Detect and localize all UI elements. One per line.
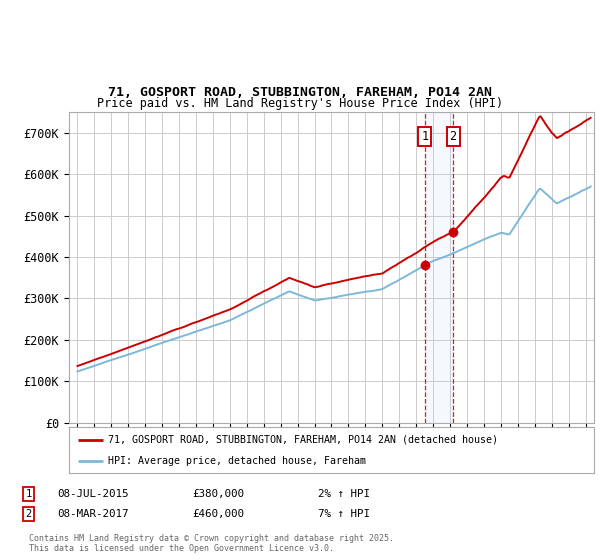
Text: 1: 1	[421, 130, 428, 143]
Text: 71, GOSPORT ROAD, STUBBINGTON, FAREHAM, PO14 2AN: 71, GOSPORT ROAD, STUBBINGTON, FAREHAM, …	[108, 86, 492, 99]
Bar	[425, 112, 453, 423]
Text: Contains HM Land Registry data © Crown copyright and database right 2025.
This d: Contains HM Land Registry data © Crown c…	[29, 534, 394, 553]
Text: 2% ↑ HPI: 2% ↑ HPI	[318, 489, 370, 499]
Text: £380,000: £380,000	[192, 489, 244, 499]
Text: 7% ↑ HPI: 7% ↑ HPI	[318, 509, 370, 519]
Text: 71, GOSPORT ROAD, STUBBINGTON, FAREHAM, PO14 2AN (detached house): 71, GOSPORT ROAD, STUBBINGTON, FAREHAM, …	[109, 435, 499, 445]
Text: 1: 1	[26, 489, 32, 499]
Text: 08-JUL-2015: 08-JUL-2015	[57, 489, 128, 499]
Text: HPI: Average price, detached house, Fareham: HPI: Average price, detached house, Fare…	[109, 456, 367, 466]
Text: 2: 2	[26, 509, 32, 519]
Text: £460,000: £460,000	[192, 509, 244, 519]
Text: 08-MAR-2017: 08-MAR-2017	[57, 509, 128, 519]
Text: 2: 2	[449, 130, 457, 143]
Text: Price paid vs. HM Land Registry's House Price Index (HPI): Price paid vs. HM Land Registry's House …	[97, 97, 503, 110]
